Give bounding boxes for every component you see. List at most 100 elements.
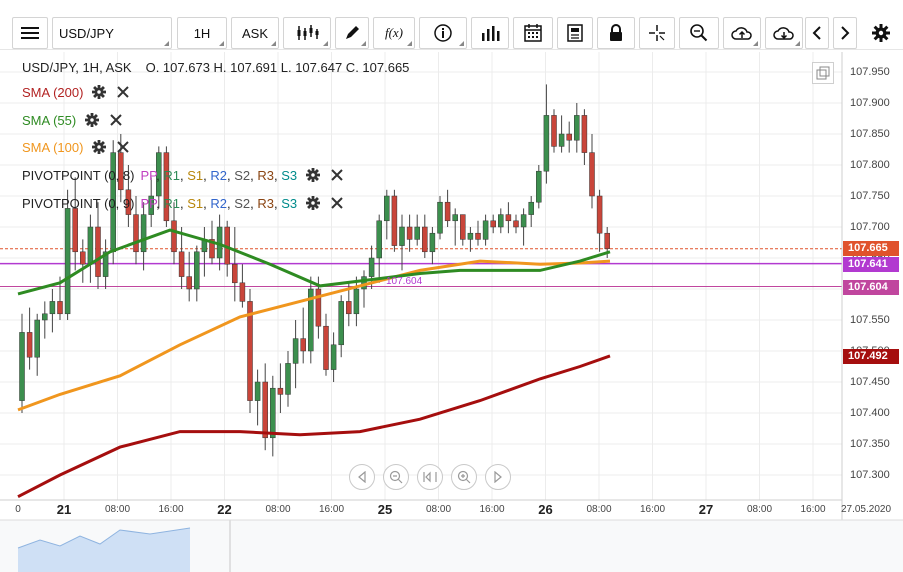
- candle-body: [574, 115, 580, 141]
- draw-tool-button[interactable]: [335, 17, 369, 49]
- time-axis-label: 16:00: [800, 504, 826, 515]
- candle-body: [194, 251, 200, 290]
- close-icon[interactable]: [115, 139, 131, 155]
- pivot-r3: R3: [257, 167, 274, 183]
- level-price-value: 107.604: [848, 281, 888, 293]
- pivot-pp: PP: [140, 167, 157, 183]
- close-icon[interactable]: [329, 195, 345, 211]
- last-price-value: 107.665: [848, 242, 888, 254]
- indicators-button[interactable]: f(x): [373, 17, 415, 49]
- pivot-level-inline-label: 107.604: [386, 276, 423, 287]
- crosshair-button[interactable]: [639, 17, 675, 49]
- close-icon[interactable]: [115, 84, 131, 100]
- pivot-s3: S3: [281, 167, 298, 183]
- candle-body: [391, 195, 398, 246]
- timeframe-text: 1H: [193, 25, 211, 41]
- fullscreen-button[interactable]: [812, 62, 834, 84]
- candle-body: [80, 251, 86, 265]
- volume-button[interactable]: [471, 17, 509, 49]
- time-axis-label: 16:00: [318, 504, 345, 515]
- candle-body: [209, 239, 215, 259]
- candle-body: [490, 220, 496, 228]
- candle-body: [384, 195, 390, 222]
- candle-body: [467, 232, 474, 240]
- settings-button[interactable]: [866, 17, 896, 49]
- time-axis-label: 27.05.2020: [840, 504, 892, 515]
- candle-body: [444, 201, 451, 222]
- pivot-r1: R1: [163, 167, 180, 183]
- indicator-sma-200[interactable]: SMA (200): [22, 84, 131, 100]
- timeframe-selector[interactable]: 1H: [177, 17, 227, 49]
- time-axis-label: 16:00: [158, 504, 184, 515]
- zoom-button[interactable]: [679, 17, 719, 49]
- indicator-pivot-1[interactable]: PIVOTPOINT (0, 8) PP, R1, S1, R2, S2, R3…: [22, 167, 345, 183]
- gear-icon[interactable]: [91, 139, 107, 155]
- info-button[interactable]: [419, 17, 467, 49]
- symbol-selector[interactable]: USD/JPY: [52, 17, 172, 49]
- chart-type-button[interactable]: [283, 17, 331, 49]
- candle-body: [34, 319, 40, 358]
- lock-button[interactable]: [597, 17, 635, 49]
- candle-body: [49, 301, 56, 315]
- sma-55-line: [17, 228, 611, 296]
- close-icon[interactable]: [108, 112, 124, 128]
- candle-body: [42, 313, 48, 321]
- gear-icon[interactable]: [305, 167, 321, 183]
- scroll-right-button[interactable]: [833, 17, 857, 49]
- candle-body: [414, 226, 420, 240]
- price-type-selector[interactable]: ASK: [231, 17, 279, 49]
- sma-200-label: SMA (200): [22, 84, 84, 100]
- scroll-left-button[interactable]: [805, 17, 829, 49]
- time-axis-label: 08:00: [586, 504, 612, 515]
- close-icon[interactable]: [329, 167, 345, 183]
- news-button[interactable]: [557, 17, 593, 49]
- candle-body: [300, 338, 306, 352]
- menu-button[interactable]: [12, 17, 48, 49]
- candle-body: [186, 276, 192, 290]
- download-button[interactable]: [765, 17, 803, 49]
- time-axis-day-label: 21: [56, 502, 72, 517]
- candle-body: [505, 214, 512, 222]
- indicator-sma-55[interactable]: SMA (55): [22, 112, 124, 128]
- indicator-pivot-2[interactable]: PIVOTPOINT (0, 9) PP, R1, S1, R2, S2, R3…: [22, 195, 345, 211]
- time-axis-day-label: 26: [538, 502, 553, 517]
- gear-icon[interactable]: [91, 84, 107, 100]
- candle-body: [596, 195, 603, 234]
- pivot-s1: S1: [187, 195, 204, 211]
- candle-body: [133, 214, 139, 253]
- indicator-sma-100[interactable]: SMA (100): [22, 139, 131, 155]
- candle-body: [520, 214, 527, 228]
- time-axis-day-label: 27: [698, 502, 714, 517]
- zoom-out-icon: [389, 470, 403, 484]
- candle-body: [437, 201, 443, 234]
- candle-body: [338, 301, 344, 346]
- pan-right-button[interactable]: [485, 464, 511, 490]
- candle-body: [376, 220, 382, 259]
- candle-body: [406, 226, 413, 240]
- time-axis-label: 08:00: [746, 504, 773, 515]
- candle-body: [171, 220, 177, 253]
- symbol-text: USD/JPY: [59, 25, 114, 41]
- candle-body: [140, 214, 147, 253]
- zoom-out-button[interactable]: [383, 464, 409, 490]
- pivot-level-list: PP, R1, S1, R2, S2, R3, S3: [140, 167, 298, 183]
- candle-body: [460, 214, 466, 240]
- calendar-button[interactable]: [513, 17, 553, 49]
- sma-200-line: [17, 354, 611, 499]
- zoom-in-button[interactable]: [451, 464, 477, 490]
- pivot-1-label: PIVOTPOINT (0, 8): [22, 167, 135, 183]
- candle-body: [528, 201, 534, 215]
- candle-body: [581, 115, 588, 153]
- gear-icon[interactable]: [84, 112, 100, 128]
- pan-left-button[interactable]: [349, 464, 375, 490]
- chart-header: USD/JPY, 1H, ASK O. 107.673 H. 107.691 L…: [22, 60, 409, 75]
- candle-body: [315, 288, 322, 327]
- upload-button[interactable]: [723, 17, 761, 49]
- price-type-text: ASK: [241, 25, 268, 41]
- info-icon: [434, 24, 452, 42]
- gear-icon[interactable]: [305, 195, 321, 211]
- candle-body: [57, 301, 63, 315]
- moving-averages: [17, 228, 611, 499]
- reset-zoom-button[interactable]: [417, 464, 443, 490]
